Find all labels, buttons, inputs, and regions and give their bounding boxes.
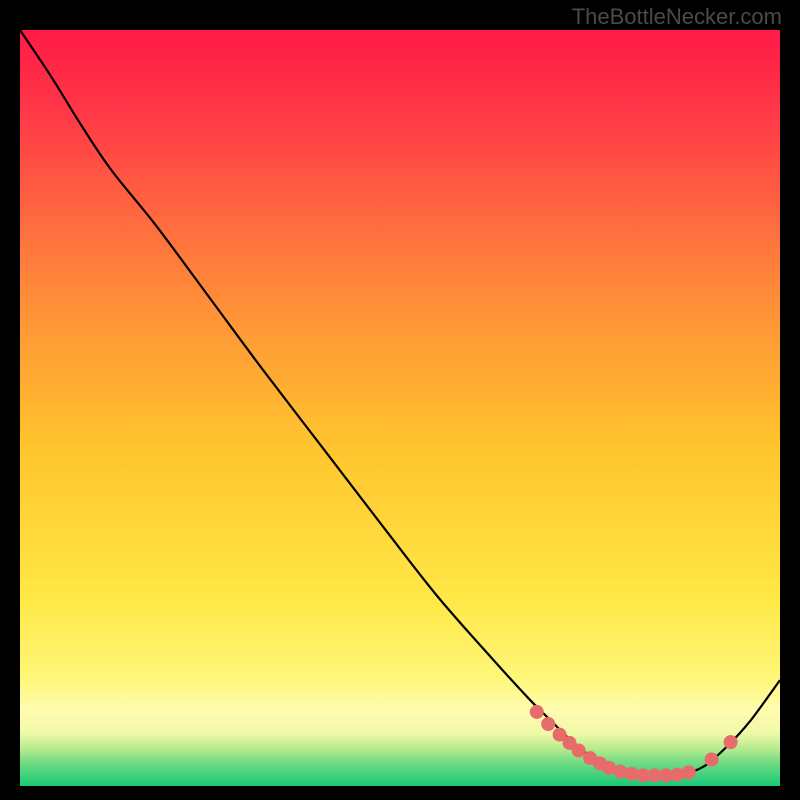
chart-marker [648,768,662,782]
chart-marker [541,717,555,731]
chart-marker [562,736,576,750]
chart-svg [20,30,780,786]
chart-marker [659,768,673,782]
chart-marker [724,735,738,749]
chart-marker [636,768,650,782]
chart-marker [705,753,719,767]
chart-markers [530,705,738,783]
chart-marker [583,751,597,765]
chart-curve [20,30,780,776]
chart-marker [602,761,616,775]
chart-marker [613,765,627,779]
chart-marker [553,728,567,742]
chart-marker [670,768,684,782]
chart-marker [530,705,544,719]
chart-marker [682,765,696,779]
chart-plot-area [20,30,780,786]
watermark-text: TheBottleNecker.com [572,4,782,30]
chart-marker [593,756,607,770]
chart-marker [625,767,639,781]
chart-marker [572,743,586,757]
